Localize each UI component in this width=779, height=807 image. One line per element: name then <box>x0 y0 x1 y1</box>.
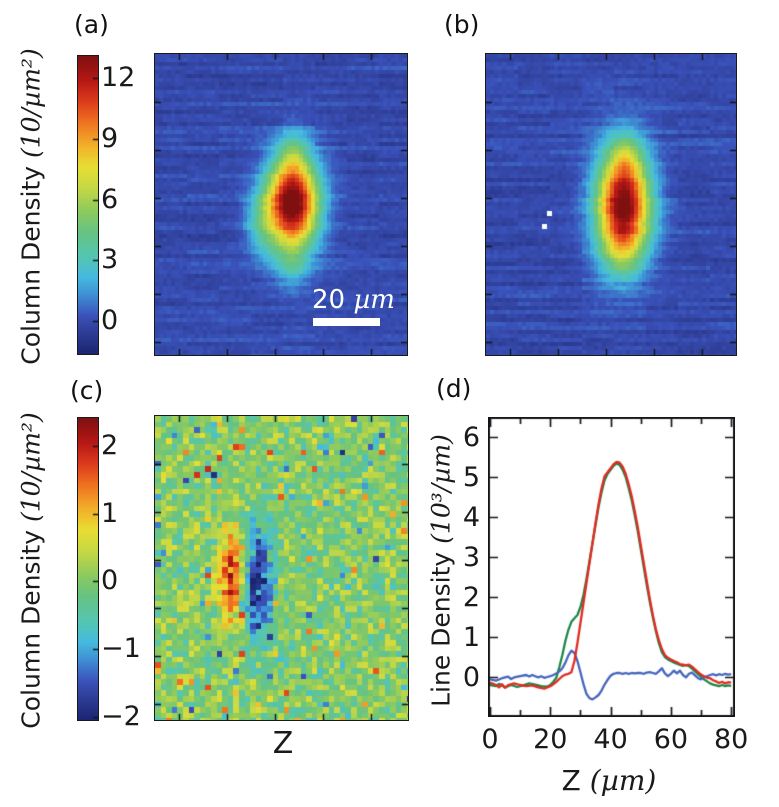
panel-c-label: (c) <box>70 376 104 405</box>
panel-d-ytick-label: 4 <box>462 502 480 533</box>
panel-d-xaxis-label: Z (µm) <box>539 764 679 797</box>
colorbar-tick-label: 2 <box>101 430 119 462</box>
panel-d-xtick-label: 60 <box>653 724 689 755</box>
panel-d-xtick-label: 20 <box>533 724 568 755</box>
scale-bar-value: 20 <box>312 285 346 315</box>
colorbar-c-axis-label-main: Column Density <box>16 522 46 729</box>
panel-d-xaxis-label-unit: (µm) <box>589 764 657 797</box>
colorbar-tick-label: 6 <box>101 183 119 215</box>
colorbar-c-axis-label-unit: (10/µm²) <box>16 412 46 523</box>
colorbar-tick-label: 12 <box>101 62 136 94</box>
colorbar-a-axis-label: Column Density (10/µm²) <box>17 37 46 377</box>
panel-d-xaxis-label-main: Z <box>561 764 590 797</box>
panel-d-label: (d) <box>436 374 472 403</box>
colorbar-tick-label: 0 <box>101 305 119 337</box>
colorbar-a-axis-label-main: Column Density <box>16 158 46 365</box>
colorbar-tick-label: 1 <box>101 497 119 529</box>
panel-d-ytick-label: 0 <box>462 662 480 693</box>
panel-c-xaxis-label: Z <box>272 726 294 761</box>
colorbar-tick-label: 9 <box>101 122 119 154</box>
colorbar-c-axis-label: Column Density (10/µm²) <box>17 401 46 741</box>
panel-d-ytick-label: 1 <box>462 622 480 653</box>
panel-b-heatmap <box>485 53 737 356</box>
panel-d-ytick-label: 5 <box>462 462 480 493</box>
panel-d-ytick-label: 3 <box>462 542 480 573</box>
panel-d-ytick-label: 2 <box>462 582 480 613</box>
panel-d-xtick-label: 80 <box>714 724 749 755</box>
panel-a-label: (a) <box>74 10 109 39</box>
panel-d-xtick-label: 0 <box>481 724 499 755</box>
colorbar-tick-label: 3 <box>101 244 119 276</box>
scale-bar-label: 20 µm <box>312 285 402 315</box>
panel-d-ytick-label: 6 <box>462 422 480 453</box>
panel-a-heatmap <box>154 53 408 356</box>
scale-bar <box>313 318 380 326</box>
colorbar-tick-label: −1 <box>101 633 141 665</box>
panel-d-line-chart <box>488 417 735 717</box>
panel-c-heatmap <box>154 415 409 721</box>
colorbar-tick-label: 0 <box>101 565 119 597</box>
colorbar-a-gradient <box>77 55 99 355</box>
panel-b-label: (b) <box>444 10 480 39</box>
scale-bar-unit: µm <box>353 285 395 315</box>
panel-d-xtick-label: 40 <box>593 724 628 755</box>
colorbar-c-gradient <box>77 417 99 721</box>
colorbar-a-axis-label-unit: (10/µm²) <box>16 48 46 159</box>
colorbar-tick-label: −2 <box>101 700 141 732</box>
